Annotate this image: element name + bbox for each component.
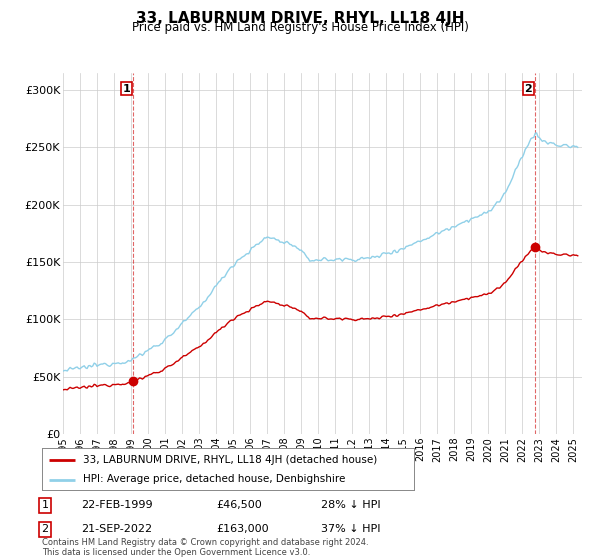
Text: 2: 2 <box>41 524 49 534</box>
Text: 37% ↓ HPI: 37% ↓ HPI <box>321 524 380 534</box>
Text: 28% ↓ HPI: 28% ↓ HPI <box>321 500 380 510</box>
Text: 1: 1 <box>41 500 49 510</box>
Text: 33, LABURNUM DRIVE, RHYL, LL18 4JH: 33, LABURNUM DRIVE, RHYL, LL18 4JH <box>136 11 464 26</box>
Text: £163,000: £163,000 <box>216 524 269 534</box>
Text: Contains HM Land Registry data © Crown copyright and database right 2024.
This d: Contains HM Land Registry data © Crown c… <box>42 538 368 557</box>
Text: 21-SEP-2022: 21-SEP-2022 <box>81 524 152 534</box>
Text: 22-FEB-1999: 22-FEB-1999 <box>81 500 152 510</box>
Text: 2: 2 <box>524 83 532 94</box>
Text: £46,500: £46,500 <box>216 500 262 510</box>
Text: Price paid vs. HM Land Registry's House Price Index (HPI): Price paid vs. HM Land Registry's House … <box>131 21 469 34</box>
Text: HPI: Average price, detached house, Denbighshire: HPI: Average price, detached house, Denb… <box>83 474 345 484</box>
Text: 33, LABURNUM DRIVE, RHYL, LL18 4JH (detached house): 33, LABURNUM DRIVE, RHYL, LL18 4JH (deta… <box>83 455 377 465</box>
Text: 1: 1 <box>123 83 131 94</box>
